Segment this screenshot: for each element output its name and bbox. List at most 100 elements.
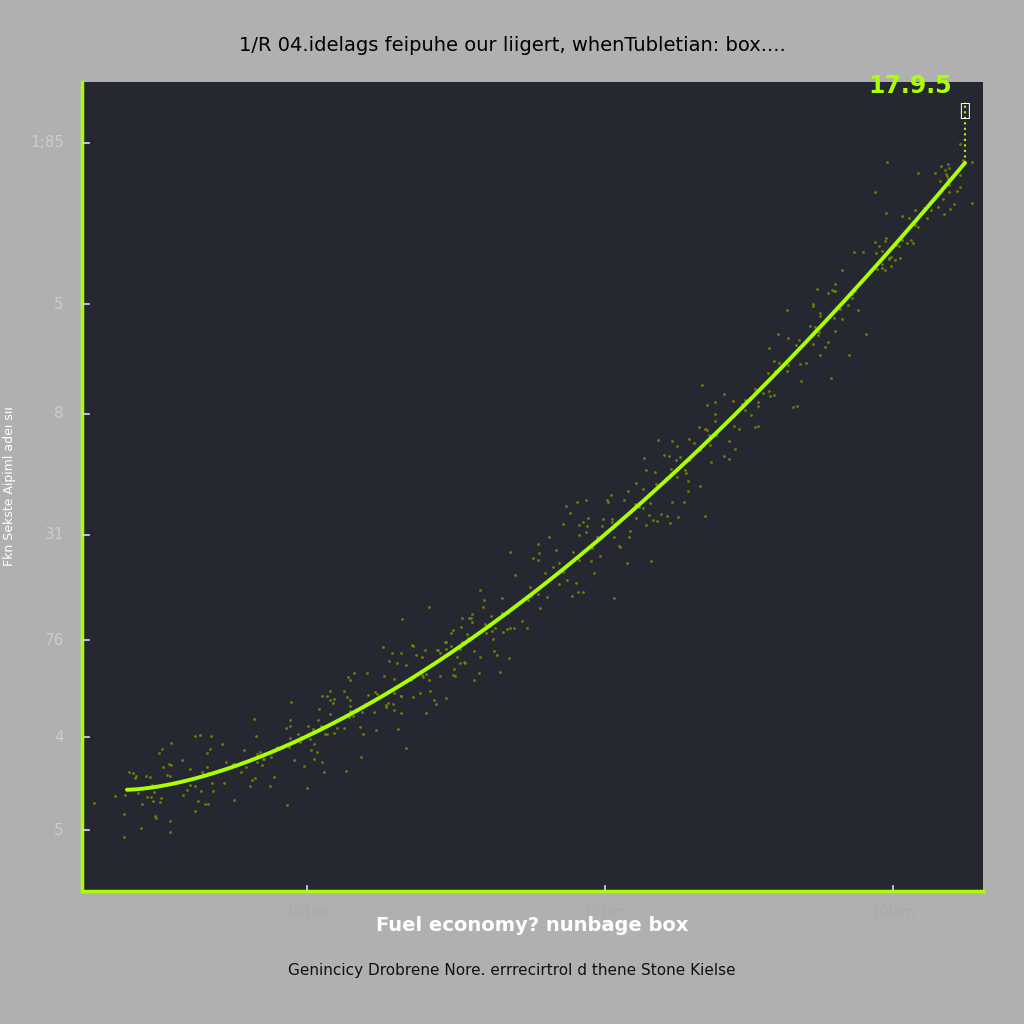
Point [375,639,391,655]
Point [696,421,713,437]
Point [788,398,805,415]
Point [965,195,981,211]
Text: 5: 5 [54,822,63,838]
Point [750,398,766,415]
Point [891,239,907,255]
Point [883,249,899,265]
Point [677,462,693,478]
Point [279,798,295,814]
Point [506,620,522,636]
Point [580,518,596,535]
Point [532,599,549,615]
Point [611,539,628,555]
Point [584,540,600,556]
Point [322,707,338,723]
Point [247,712,263,728]
Point [809,281,825,297]
Point [787,337,804,353]
Point [616,493,633,509]
Point [256,751,272,767]
Point [736,392,753,409]
Point [628,510,644,526]
Point [605,590,622,606]
Point [463,609,479,626]
Point [743,407,760,423]
Point [939,168,955,184]
Text: Genincicy Drobrene Nore. errrecirtrol d thene Stone Kielse: Genincicy Drobrene Nore. errrecirtrol d … [288,964,736,978]
Point [472,649,488,666]
Point [393,688,410,705]
Point [312,718,329,734]
Point [755,385,771,401]
Point [949,182,966,199]
Point [318,726,335,742]
Point [421,599,437,615]
Point [923,203,939,219]
Point [647,464,664,480]
Point [385,671,401,687]
Point [211,762,227,778]
Point [133,819,150,836]
Point [750,418,766,434]
Point [955,152,972,168]
Point [820,334,837,350]
Point [336,683,352,699]
Point [840,297,856,313]
Point [202,740,218,757]
Point [457,655,473,672]
Point [903,232,920,249]
Point [883,257,899,273]
Point [643,553,659,569]
Point [670,509,686,525]
Point [452,641,468,657]
Point [690,419,707,435]
Point [306,751,323,767]
Point [672,449,688,465]
Point [664,495,680,511]
Point [904,234,921,251]
Point [477,616,494,633]
Point [500,605,516,622]
Point [128,767,144,783]
Point [118,780,134,797]
Point [810,324,826,340]
Point [669,438,685,455]
Point [930,199,946,215]
Point [196,766,212,782]
Text: 100Im: 100Im [871,905,914,919]
Point [154,791,170,807]
Point [964,154,980,170]
Point [878,205,894,221]
Point [494,607,510,624]
Point [942,201,958,217]
Point [445,660,462,677]
Text: 31: 31 [44,527,63,543]
Point [635,480,651,497]
Point [692,441,709,458]
Point [933,158,949,174]
Point [278,720,294,736]
Point [720,451,736,467]
Point [485,643,502,659]
Point [844,286,860,302]
Point [397,674,414,690]
Point [337,763,353,779]
Point [805,336,821,352]
Point [282,718,298,734]
Point [641,485,657,502]
Point [937,162,953,178]
Point [200,796,216,812]
Point [189,793,206,809]
Point [193,782,209,799]
Point [484,631,501,647]
Point [247,770,263,786]
Point [138,768,155,784]
Text: 101im: 101im [583,905,627,919]
Point [802,317,818,334]
Point [778,302,795,318]
Point [561,505,578,521]
Point [366,703,382,720]
Point [340,709,356,725]
Point [720,432,736,449]
Point [691,477,708,494]
